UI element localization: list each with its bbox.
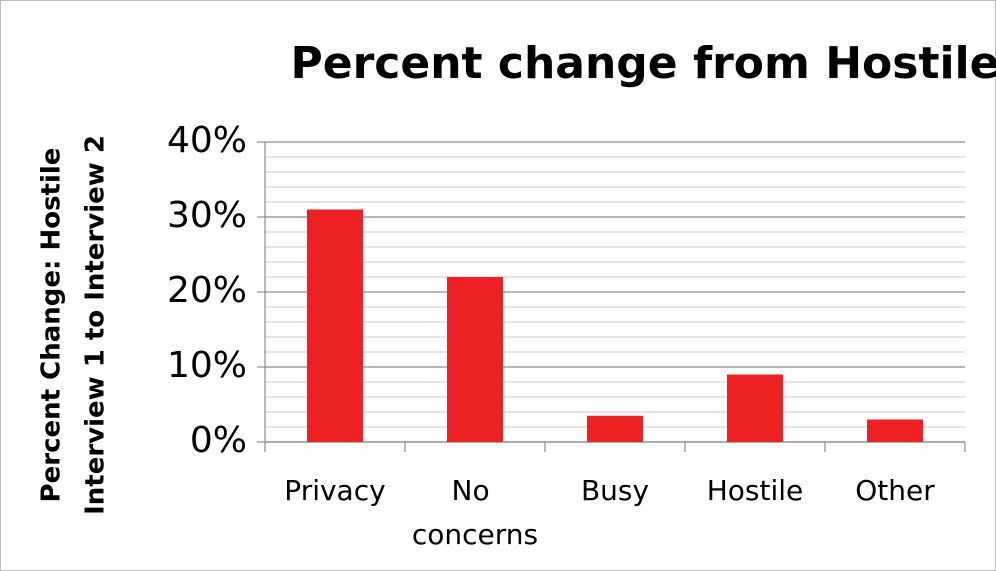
bar: [867, 419, 923, 442]
bar: [727, 374, 783, 442]
y-tick-label: 10%: [167, 345, 247, 386]
y-label-line: Percent Change: Hostile: [37, 148, 67, 503]
y-label-line: Interview 1 to Interview 2: [81, 135, 111, 515]
x-tick-label: Busy: [581, 474, 649, 507]
chart-title: Percent change from Hostile: [291, 38, 996, 89]
y-tick-label: 30%: [167, 195, 247, 236]
y-axis-label: Percent Change: Hostile Interview 1 to I…: [37, 135, 111, 515]
y-tick-label: 20%: [167, 270, 247, 311]
x-tick-label: Hostile: [707, 474, 804, 507]
y-tick-label: 40%: [167, 120, 247, 161]
y-tick-label: 0%: [190, 420, 247, 461]
bar: [587, 415, 643, 442]
x-tick-label: Other: [855, 474, 935, 507]
bar: [447, 277, 503, 442]
x-tick-label: Privacy: [284, 474, 385, 507]
bar: [307, 209, 363, 442]
x-tick-label: No concerns: [412, 474, 538, 551]
